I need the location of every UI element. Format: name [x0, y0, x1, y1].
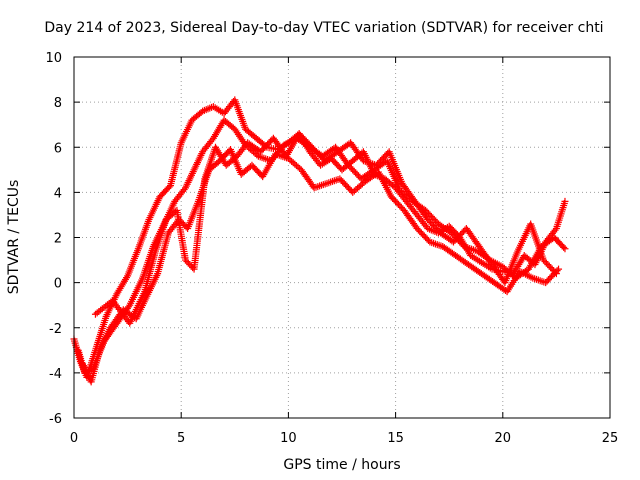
x-tick-label: 10	[280, 431, 297, 446]
x-tick-label: 25	[602, 431, 619, 446]
x-axis-label: GPS time / hours	[283, 457, 400, 473]
y-axis-label: SDTVAR / TECUs	[6, 180, 22, 295]
data-point	[561, 197, 569, 205]
series-layer	[70, 96, 569, 386]
x-tick-label: 20	[495, 431, 512, 446]
series-1	[70, 96, 569, 381]
y-tick-label: 4	[54, 186, 62, 201]
y-tick-label: -4	[49, 367, 62, 382]
data-point	[551, 226, 559, 234]
y-tick-label: 8	[54, 96, 62, 111]
y-tick-label: 10	[45, 51, 62, 66]
chart-title: Day 214 of 2023, Sidereal Day-to-day VTE…	[44, 20, 603, 36]
y-tick-label: 0	[54, 277, 62, 292]
y-tick-label: 2	[54, 232, 62, 247]
y-tick-label: -6	[49, 412, 62, 427]
y-tick-label: 6	[54, 141, 62, 156]
x-tick-label: 15	[387, 431, 404, 446]
tick-layer: 0 5 10 15 20 25 -6 -4 -2 0 2 4 6 8 10	[45, 51, 618, 446]
x-tick-label: 0	[70, 431, 78, 446]
series-4	[91, 130, 560, 327]
data-point	[555, 265, 563, 273]
data-point	[551, 268, 559, 276]
plot-frame	[73, 56, 611, 419]
data-point	[561, 245, 569, 253]
data-point	[560, 243, 568, 251]
x-tick-label: 5	[177, 431, 185, 446]
y-tick-label: -2	[49, 322, 62, 337]
data-point	[552, 270, 560, 278]
data-point	[125, 303, 133, 311]
